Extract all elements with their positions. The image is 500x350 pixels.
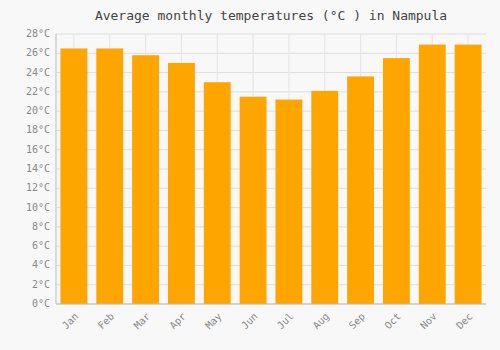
- grid-line: [56, 304, 486, 305]
- y-tick-label: 22°C: [26, 86, 50, 97]
- x-tick-label: Oct: [382, 311, 403, 332]
- y-tick-label: 8°C: [32, 221, 50, 232]
- bar: [455, 45, 482, 304]
- bar: [60, 48, 87, 304]
- y-tick-label: 24°C: [26, 67, 50, 78]
- x-tick-label: Dec: [454, 311, 475, 332]
- y-tick-label: 28°C: [26, 28, 50, 39]
- bar: [168, 63, 195, 304]
- title: Average monthly temperatures (°C ) in Na…: [95, 8, 447, 23]
- y-tick-label: 6°C: [32, 240, 50, 251]
- bars: [60, 45, 481, 304]
- x-tick-label: Feb: [96, 311, 117, 332]
- x-tick-label: May: [203, 311, 224, 332]
- x-tick-label: Jul: [275, 311, 296, 332]
- ticks: 0°C 2°C 4°C 6°C 8°C 10°C 12°C 14°C 16°C 18°C 20°C 2…: [26, 28, 475, 331]
- y-tick-label: 16°C: [26, 144, 50, 155]
- grid-line: [56, 34, 486, 35]
- y-tick-label: 0°C: [32, 298, 50, 309]
- bar: [419, 45, 446, 304]
- page: {"chart_data": {"type": "bar", "title": …: [0, 0, 500, 350]
- bar: [311, 91, 338, 304]
- bar: [275, 100, 302, 304]
- y-tick-label: 18°C: [26, 124, 50, 135]
- grid: [56, 34, 486, 304]
- y-axis-line: [56, 34, 57, 304]
- y-tick-label: 26°C: [26, 47, 50, 58]
- y-tick-label: 2°C: [32, 279, 50, 290]
- x-tick-label: Aug: [311, 311, 332, 332]
- bar: [132, 55, 159, 304]
- x-tick-label: Jan: [60, 311, 81, 332]
- y-tick-label: 20°C: [26, 105, 50, 116]
- bar: [96, 48, 123, 304]
- y-tick-label: 4°C: [32, 259, 50, 270]
- y-tick-label: 10°C: [26, 202, 50, 213]
- bar: [383, 58, 410, 304]
- x-tick-label: Apr: [167, 311, 188, 332]
- bar: [240, 97, 267, 304]
- x-tick-label: Jun: [239, 311, 260, 332]
- chart: 0°C 2°C 4°C 6°C 8°C 10°C 12°C 14°C 16°C 18°C 20°C 2…: [0, 0, 500, 350]
- bar: [204, 82, 231, 304]
- y-tick-label: 12°C: [26, 182, 50, 193]
- bar: [347, 76, 374, 304]
- x-tick-label: Sep: [347, 311, 368, 332]
- x-tick-label: Nov: [418, 311, 439, 332]
- x-axis-line: [56, 304, 486, 305]
- x-tick-label: Mar: [132, 311, 153, 332]
- y-tick-label: 14°C: [26, 163, 50, 174]
